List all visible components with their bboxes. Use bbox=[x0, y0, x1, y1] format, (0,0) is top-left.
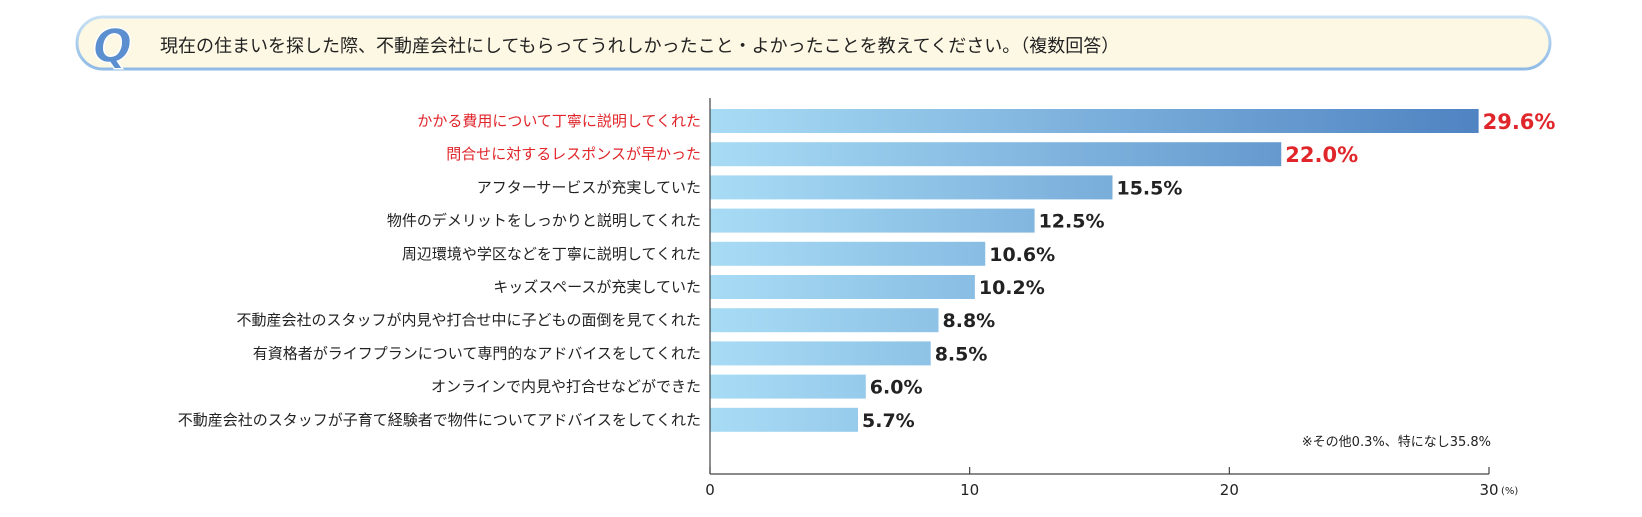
value-label-1: 29.6% bbox=[1483, 110, 1556, 134]
value-label-5: 10.6% bbox=[989, 244, 1055, 266]
bar-3 bbox=[710, 175, 1113, 200]
bar-2 bbox=[710, 142, 1282, 167]
category-label-9: オンラインで内見や打合せなどができた bbox=[431, 378, 701, 396]
category-label-8: 有資格者がライフプランについて専門的なアドバイスをしてくれた bbox=[253, 344, 701, 362]
bar-9 bbox=[710, 374, 866, 399]
question-banner: Q 現在の住まいを探した際、不動産会社にしてもらってうれしかったこと・よかったこ… bbox=[75, 15, 1552, 74]
question-text: 現在の住まいを探した際、不動産会社にしてもらってうれしかったこと・よかったことを… bbox=[160, 36, 1119, 57]
category-label-6: キッズスペースが充実していた bbox=[493, 278, 701, 296]
value-label-4: 12.5% bbox=[1039, 211, 1105, 233]
question-badge-q: Q bbox=[93, 19, 132, 73]
value-label-2: 22.0% bbox=[1285, 143, 1358, 167]
value-label-7: 8.8% bbox=[943, 310, 996, 332]
category-label-3: アフターサービスが充実していた bbox=[477, 178, 701, 196]
x-tick-label-10: 10 bbox=[960, 481, 979, 499]
x-tick-label-30: 30 bbox=[1479, 481, 1498, 499]
question-banner-background bbox=[75, 15, 1552, 71]
category-label-4: 物件のデメリットをしっかりと説明してくれた bbox=[387, 212, 701, 230]
value-label-8: 8.5% bbox=[935, 343, 988, 365]
x-tick-label-20: 20 bbox=[1220, 481, 1239, 499]
bar-8 bbox=[710, 341, 931, 366]
x-tick-label-0: 0 bbox=[705, 481, 715, 499]
bar-10 bbox=[710, 407, 859, 432]
x-unit-label: (%) bbox=[1501, 486, 1518, 497]
category-label-5: 周辺環境や学区などを丁寧に説明してくれた bbox=[402, 245, 701, 263]
category-label-10: 不動産会社のスタッフが子育て経験者で物件についてアドバイスをしてくれた bbox=[178, 411, 701, 429]
value-label-9: 6.0% bbox=[870, 377, 923, 399]
plot-area: かかる費用について丁寧に説明してくれた 29.6% 問合せに対するレスポンスが早かっ… bbox=[178, 98, 1556, 499]
bar-5 bbox=[710, 241, 986, 266]
note-text: ※その他0.3%、特になし35.8% bbox=[1302, 435, 1491, 450]
category-label-1: かかる費用について丁寧に説明してくれた bbox=[417, 112, 701, 130]
category-label-7: 不動産会社のスタッフが内見や打合せ中に子どもの面倒を見てくれた bbox=[236, 311, 701, 329]
bar-1 bbox=[710, 109, 1479, 133]
bar-7 bbox=[710, 308, 939, 333]
bar-4 bbox=[710, 208, 1035, 233]
value-label-3: 15.5% bbox=[1116, 177, 1182, 199]
bar-6 bbox=[710, 275, 975, 299]
category-label-2: 問合せに対するレスポンスが早かった bbox=[446, 145, 701, 163]
value-label-6: 10.2% bbox=[979, 277, 1045, 299]
value-label-10: 5.7% bbox=[862, 410, 915, 432]
